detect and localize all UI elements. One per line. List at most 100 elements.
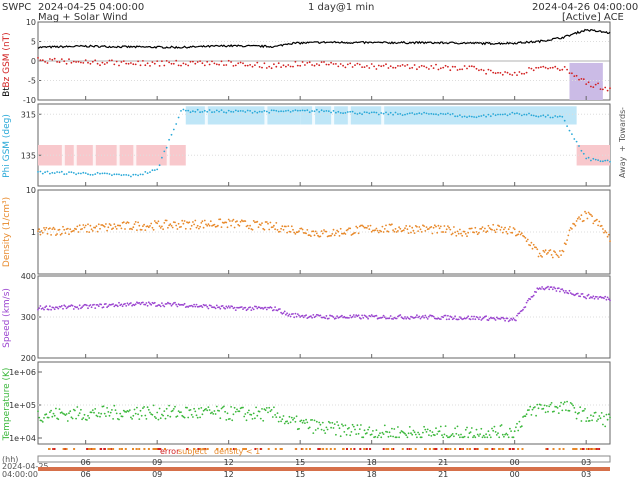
speed-point-81 bbox=[133, 304, 136, 307]
density-point-229 bbox=[310, 235, 312, 238]
bz-point-122 bbox=[182, 62, 185, 65]
quality-flag-78 bbox=[254, 448, 257, 450]
phi-point-178 bbox=[249, 110, 252, 112]
density-point-38 bbox=[82, 224, 85, 226]
time-slider-bar[interactable] bbox=[38, 467, 610, 471]
phi-point-216 bbox=[294, 109, 297, 111]
quality-flag-87 bbox=[267, 448, 270, 450]
density-point-447 bbox=[569, 227, 572, 229]
speed-point-113 bbox=[171, 303, 174, 306]
density-point-334 bbox=[435, 225, 437, 228]
phi-point-118 bbox=[177, 116, 180, 119]
bz-point-18 bbox=[58, 61, 61, 64]
density-point-469 bbox=[596, 218, 598, 221]
temperature-point-406 bbox=[520, 425, 523, 428]
density-point-35 bbox=[78, 224, 81, 227]
time-slider-top[interactable] bbox=[37, 455, 611, 463]
phi-point-342 bbox=[444, 113, 447, 116]
bz-point-60 bbox=[108, 59, 111, 62]
density-point-248 bbox=[332, 228, 335, 231]
bz-point-208 bbox=[285, 65, 287, 68]
speed-point-384 bbox=[494, 319, 497, 321]
temperature-point-414 bbox=[530, 414, 533, 416]
density-point-342 bbox=[444, 231, 447, 234]
temperature-point-25 bbox=[66, 420, 69, 422]
speed-point-469 bbox=[596, 296, 598, 298]
density-point-302 bbox=[397, 230, 399, 232]
temperature-point-341 bbox=[443, 433, 446, 436]
temperature-point-247 bbox=[331, 421, 334, 424]
temperature-point-60 bbox=[108, 414, 111, 417]
speed-point-179 bbox=[250, 309, 253, 311]
density-point-12 bbox=[51, 228, 54, 231]
speed-point-433 bbox=[553, 286, 555, 289]
temperature-point-334 bbox=[435, 427, 437, 430]
temperature-point-415 bbox=[531, 408, 534, 411]
bz-point-306 bbox=[401, 64, 404, 66]
temperature-point-155 bbox=[221, 406, 224, 409]
speed-point-397 bbox=[510, 317, 512, 320]
temperature-point-34 bbox=[77, 414, 80, 417]
temperature-point-441 bbox=[562, 403, 565, 405]
phi-point-330 bbox=[430, 112, 433, 115]
phi-point-238 bbox=[320, 109, 323, 112]
temperature-point-359 bbox=[464, 428, 467, 431]
speed-point-301 bbox=[395, 317, 398, 320]
density-point-128 bbox=[189, 228, 192, 230]
density-point-105 bbox=[162, 228, 165, 231]
temperature-point-90 bbox=[144, 414, 147, 417]
density-point-113 bbox=[171, 226, 174, 229]
quality-flag-24 bbox=[546, 448, 549, 450]
phi-point-20 bbox=[60, 170, 63, 173]
phi-point-176 bbox=[246, 109, 249, 112]
phi-point-6 bbox=[44, 171, 46, 174]
quality-flag-141 bbox=[216, 448, 219, 450]
quality-flag-27 bbox=[353, 448, 356, 450]
density-point-197 bbox=[271, 226, 274, 229]
phi-point-252 bbox=[337, 110, 340, 113]
phi-point-10 bbox=[49, 172, 51, 175]
temperature-point-187 bbox=[259, 417, 262, 420]
temperature-point-365 bbox=[472, 436, 474, 439]
temperature-point-94 bbox=[149, 411, 151, 414]
density-point-374 bbox=[482, 230, 485, 232]
speed-point-41 bbox=[86, 304, 88, 307]
density-point-354 bbox=[459, 228, 461, 231]
density-point-319 bbox=[417, 230, 419, 233]
bz-point-224 bbox=[304, 64, 306, 66]
phi-point-226 bbox=[306, 109, 309, 112]
density-point-464 bbox=[590, 213, 592, 216]
temperature-point-431 bbox=[550, 402, 553, 404]
phi-point-60 bbox=[108, 173, 111, 175]
bz-point-24 bbox=[65, 62, 68, 65]
density-point-288 bbox=[380, 230, 383, 233]
speed-point-222 bbox=[301, 314, 304, 317]
density-point-203 bbox=[279, 230, 281, 233]
density-point-393 bbox=[505, 230, 508, 233]
temperature-point-258 bbox=[344, 424, 347, 427]
temperature-point-142 bbox=[206, 409, 209, 412]
temperature-point-293 bbox=[386, 431, 389, 433]
quality-flag-65 bbox=[475, 448, 478, 450]
temperature-point-267 bbox=[355, 433, 358, 435]
temperature-point-304 bbox=[399, 431, 402, 434]
density-point-92 bbox=[146, 225, 149, 228]
temperature-point-194 bbox=[268, 406, 271, 409]
phi-point-398 bbox=[511, 111, 514, 114]
phi-point-18 bbox=[58, 171, 61, 174]
bz-point-6 bbox=[44, 61, 46, 63]
bz-point-422 bbox=[540, 66, 542, 68]
phi-point-372 bbox=[480, 115, 483, 117]
temperature-point-370 bbox=[478, 435, 480, 437]
temperature-point-379 bbox=[488, 434, 491, 436]
quality-flag-76 bbox=[598, 448, 601, 450]
speed-point-102 bbox=[158, 304, 161, 307]
speed-point-137 bbox=[200, 305, 203, 307]
bz-point-88 bbox=[142, 60, 144, 62]
density-point-218 bbox=[296, 231, 299, 234]
bz-point-172 bbox=[242, 62, 244, 65]
x-tick-label-top-5: 21 bbox=[438, 458, 448, 467]
bz-point-322 bbox=[420, 64, 423, 67]
bz-point-290 bbox=[382, 64, 385, 67]
density-point-311 bbox=[407, 232, 410, 235]
